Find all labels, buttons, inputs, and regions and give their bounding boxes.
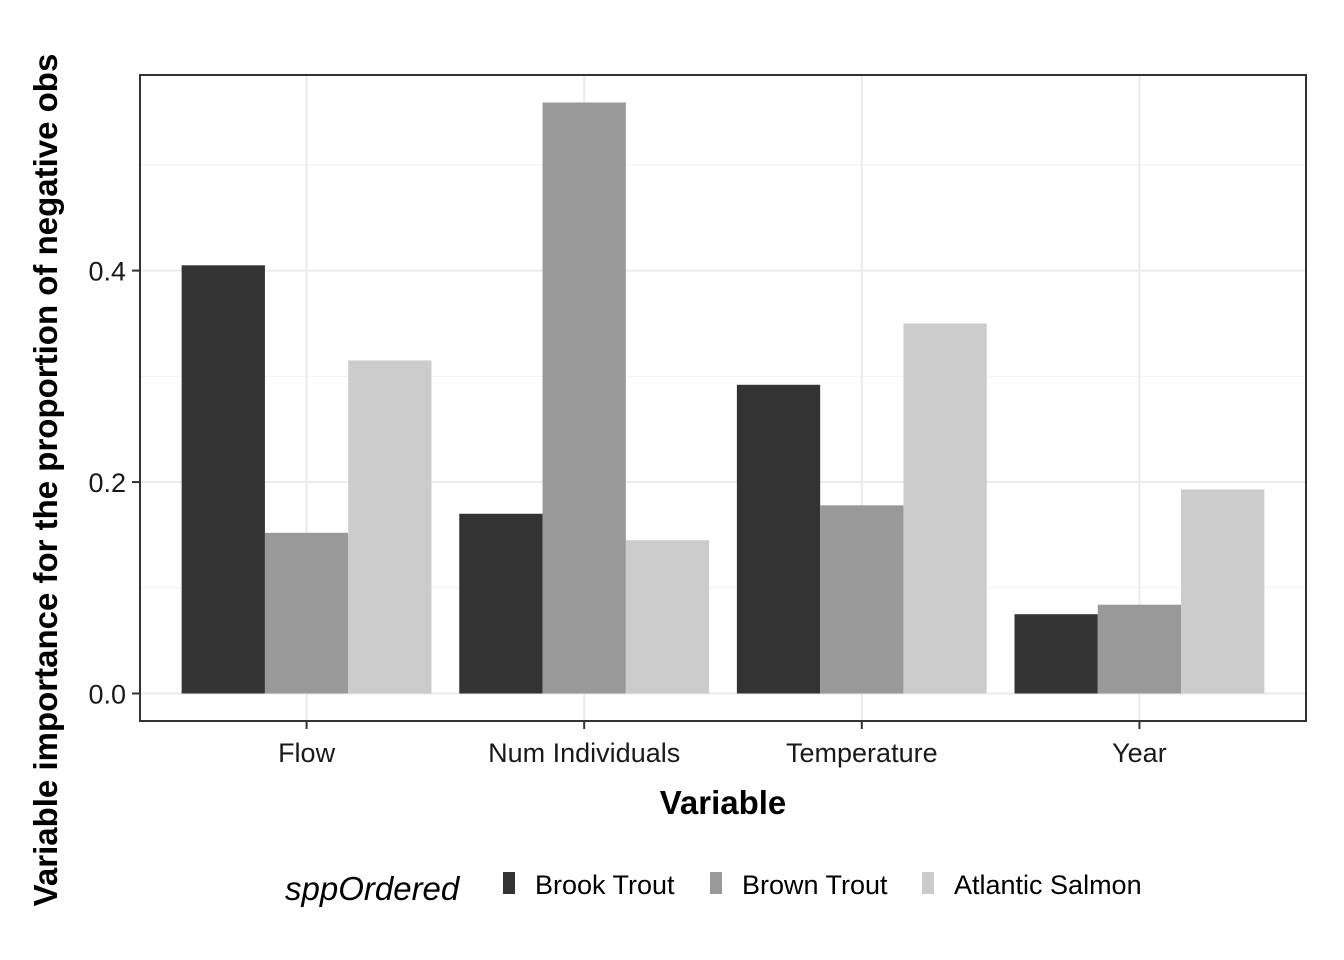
- legend-key-brown-trout: [710, 872, 722, 894]
- y-axis-title: Variable importance for the proportion o…: [27, 54, 64, 907]
- y-tick-label: 0.2: [88, 468, 126, 498]
- legend-label: Brown Trout: [742, 870, 888, 900]
- plot-panel-border: [139, 74, 1307, 722]
- bar-brook-trout-temperature: [736, 384, 821, 694]
- x-tick-label: Year: [1112, 738, 1167, 768]
- bar-brook-trout-num-individuals: [459, 513, 543, 694]
- axes: 0.0 0.2 0.4 Flow Num Individuals Temperature Y…: [88, 257, 1166, 768]
- bar-atlantic-salmon-temperature: [903, 323, 987, 694]
- bar-brown-trout-year: [1097, 604, 1182, 694]
- y-tick-label: 0.4: [88, 257, 126, 287]
- bar-atlantic-salmon-num-individuals: [625, 540, 710, 694]
- bar-brown-trout-temperature: [820, 505, 904, 694]
- bars: [181, 102, 1265, 694]
- legend-label: Brook Trout: [535, 870, 675, 900]
- bar-brown-trout-flow: [264, 532, 349, 694]
- legend-key-brook-trout: [503, 872, 515, 894]
- x-tick-label: Flow: [278, 738, 336, 768]
- x-tick-label: Temperature: [786, 738, 938, 768]
- y-tick-label: 0.0: [88, 680, 126, 710]
- bar-brook-trout-year: [1014, 614, 1098, 694]
- bar-brown-trout-num-individuals: [542, 102, 626, 694]
- bar-atlantic-salmon-year: [1181, 489, 1265, 694]
- legend: sppOrdered Brook Trout Brown Trout Atlanti…: [285, 870, 1142, 907]
- bar-atlantic-salmon-flow: [348, 360, 432, 694]
- legend-label: Atlantic Salmon: [954, 870, 1142, 900]
- legend-key-atlantic-salmon: [922, 872, 934, 894]
- bar-brook-trout-flow: [181, 265, 265, 694]
- x-tick-label: Num Individuals: [488, 738, 680, 768]
- x-axis-title: Variable: [660, 784, 787, 821]
- legend-title: sppOrdered: [285, 870, 461, 907]
